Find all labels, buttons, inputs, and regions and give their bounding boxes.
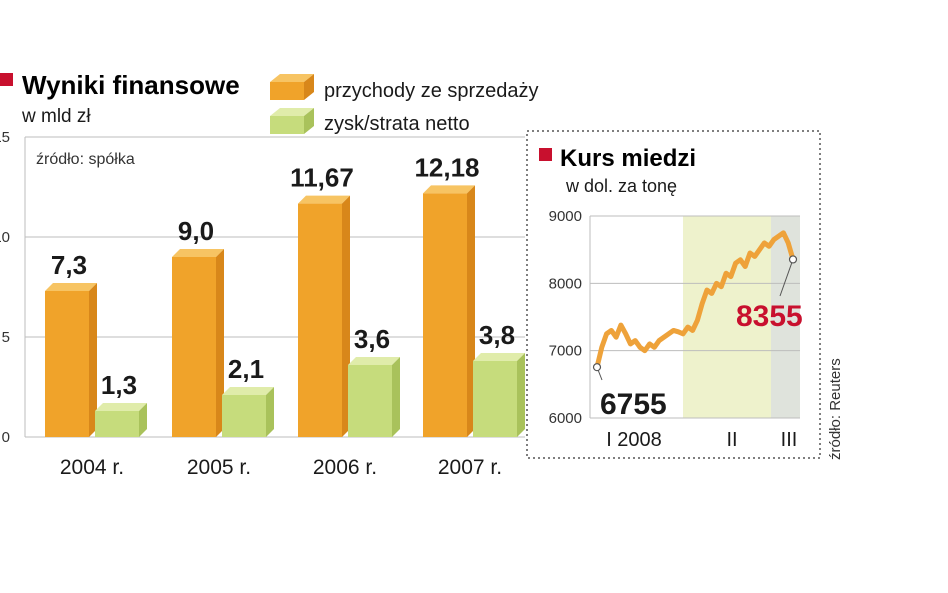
bar-profit: [473, 353, 525, 437]
bar-chart-bars: 7,3 1,3 9,0 2,1 11,67 3,6 12,18 3,8: [45, 152, 525, 437]
bar-value-label: 12,18: [414, 152, 479, 182]
bar-revenue: [298, 195, 350, 437]
copper-end-label: 8355: [736, 300, 803, 333]
copper-y-tick-label: 6000: [549, 410, 582, 427]
copper-x-ticks: I 2008 II III: [606, 429, 797, 451]
bar-chart-title: Wyniki finansowe: [22, 70, 240, 100]
bar-profit: [348, 357, 400, 437]
copper-end-point: [788, 255, 798, 264]
bar-profit: [222, 387, 274, 437]
bar-chart-source: źródło: spółka: [36, 151, 135, 168]
bar-category-label: 2006 r.: [313, 456, 377, 479]
bar-y-tick-label: 5: [2, 329, 10, 346]
copper-chart-subtitle: w dol. za tonę: [565, 176, 677, 196]
legend: przychody ze sprzedaży zysk/strata netto: [270, 74, 539, 135]
copper-chart-title: Kurs miedzi: [560, 145, 696, 172]
bar-chart-categories: 2004 r. 2005 r. 2006 r. 2007 r.: [60, 456, 502, 479]
bar-revenue: [45, 283, 97, 437]
bar-chart-subtitle: w mld zł: [21, 106, 91, 127]
bar-value-label: 7,3: [51, 250, 87, 280]
bar-value-label: 9,0: [178, 216, 214, 246]
title-marker: [0, 73, 13, 86]
copper-start-point: [592, 363, 602, 372]
bar-value-label: 3,8: [479, 320, 515, 350]
bar-value-label: 1,3: [101, 370, 137, 400]
bar-y-tick-label: 15: [0, 129, 10, 146]
bar-value-label: 3,6: [354, 324, 390, 354]
bar-chart-y-ticks: 0 5 10 15: [0, 129, 10, 446]
bar-y-tick-label: 0: [2, 429, 10, 446]
legend-swatch-profit: [270, 108, 314, 134]
legend-label-revenue: przychody ze sprzedaży: [324, 80, 539, 102]
copper-start-label: 6755: [600, 388, 667, 421]
legend-label-profit: zysk/strata netto: [324, 113, 470, 135]
copper-y-ticks: 6000 7000 8000 9000: [549, 208, 582, 427]
copper-y-tick-label: 7000: [549, 343, 582, 360]
bar-value-label: 11,67: [290, 163, 354, 193]
bar-category-label: 2005 r.: [187, 456, 251, 479]
copper-chart-source: źródło: Reuters: [827, 358, 844, 460]
copper-end-leader: [779, 259, 794, 297]
copper-x-tick-label: III: [781, 429, 798, 451]
copper-x-tick-label: I 2008: [606, 429, 662, 451]
bar-y-tick-label: 10: [0, 229, 10, 246]
copper-y-tick-label: 9000: [549, 208, 582, 225]
copper-title-marker: [539, 148, 552, 161]
copper-band-mar: [771, 216, 800, 418]
bar-category-label: 2007 r.: [438, 456, 502, 479]
bar-revenue: [172, 249, 224, 437]
copper-plot: [589, 215, 800, 419]
legend-swatch-revenue: [270, 74, 314, 100]
bar-revenue: [423, 185, 475, 437]
copper-y-tick-label: 8000: [549, 275, 582, 292]
copper-price-line: [594, 230, 796, 370]
bar-category-label: 2004 r.: [60, 456, 124, 479]
bar-profit: [95, 403, 147, 437]
copper-x-tick-label: II: [726, 429, 737, 451]
bar-value-label: 2,1: [228, 354, 264, 384]
